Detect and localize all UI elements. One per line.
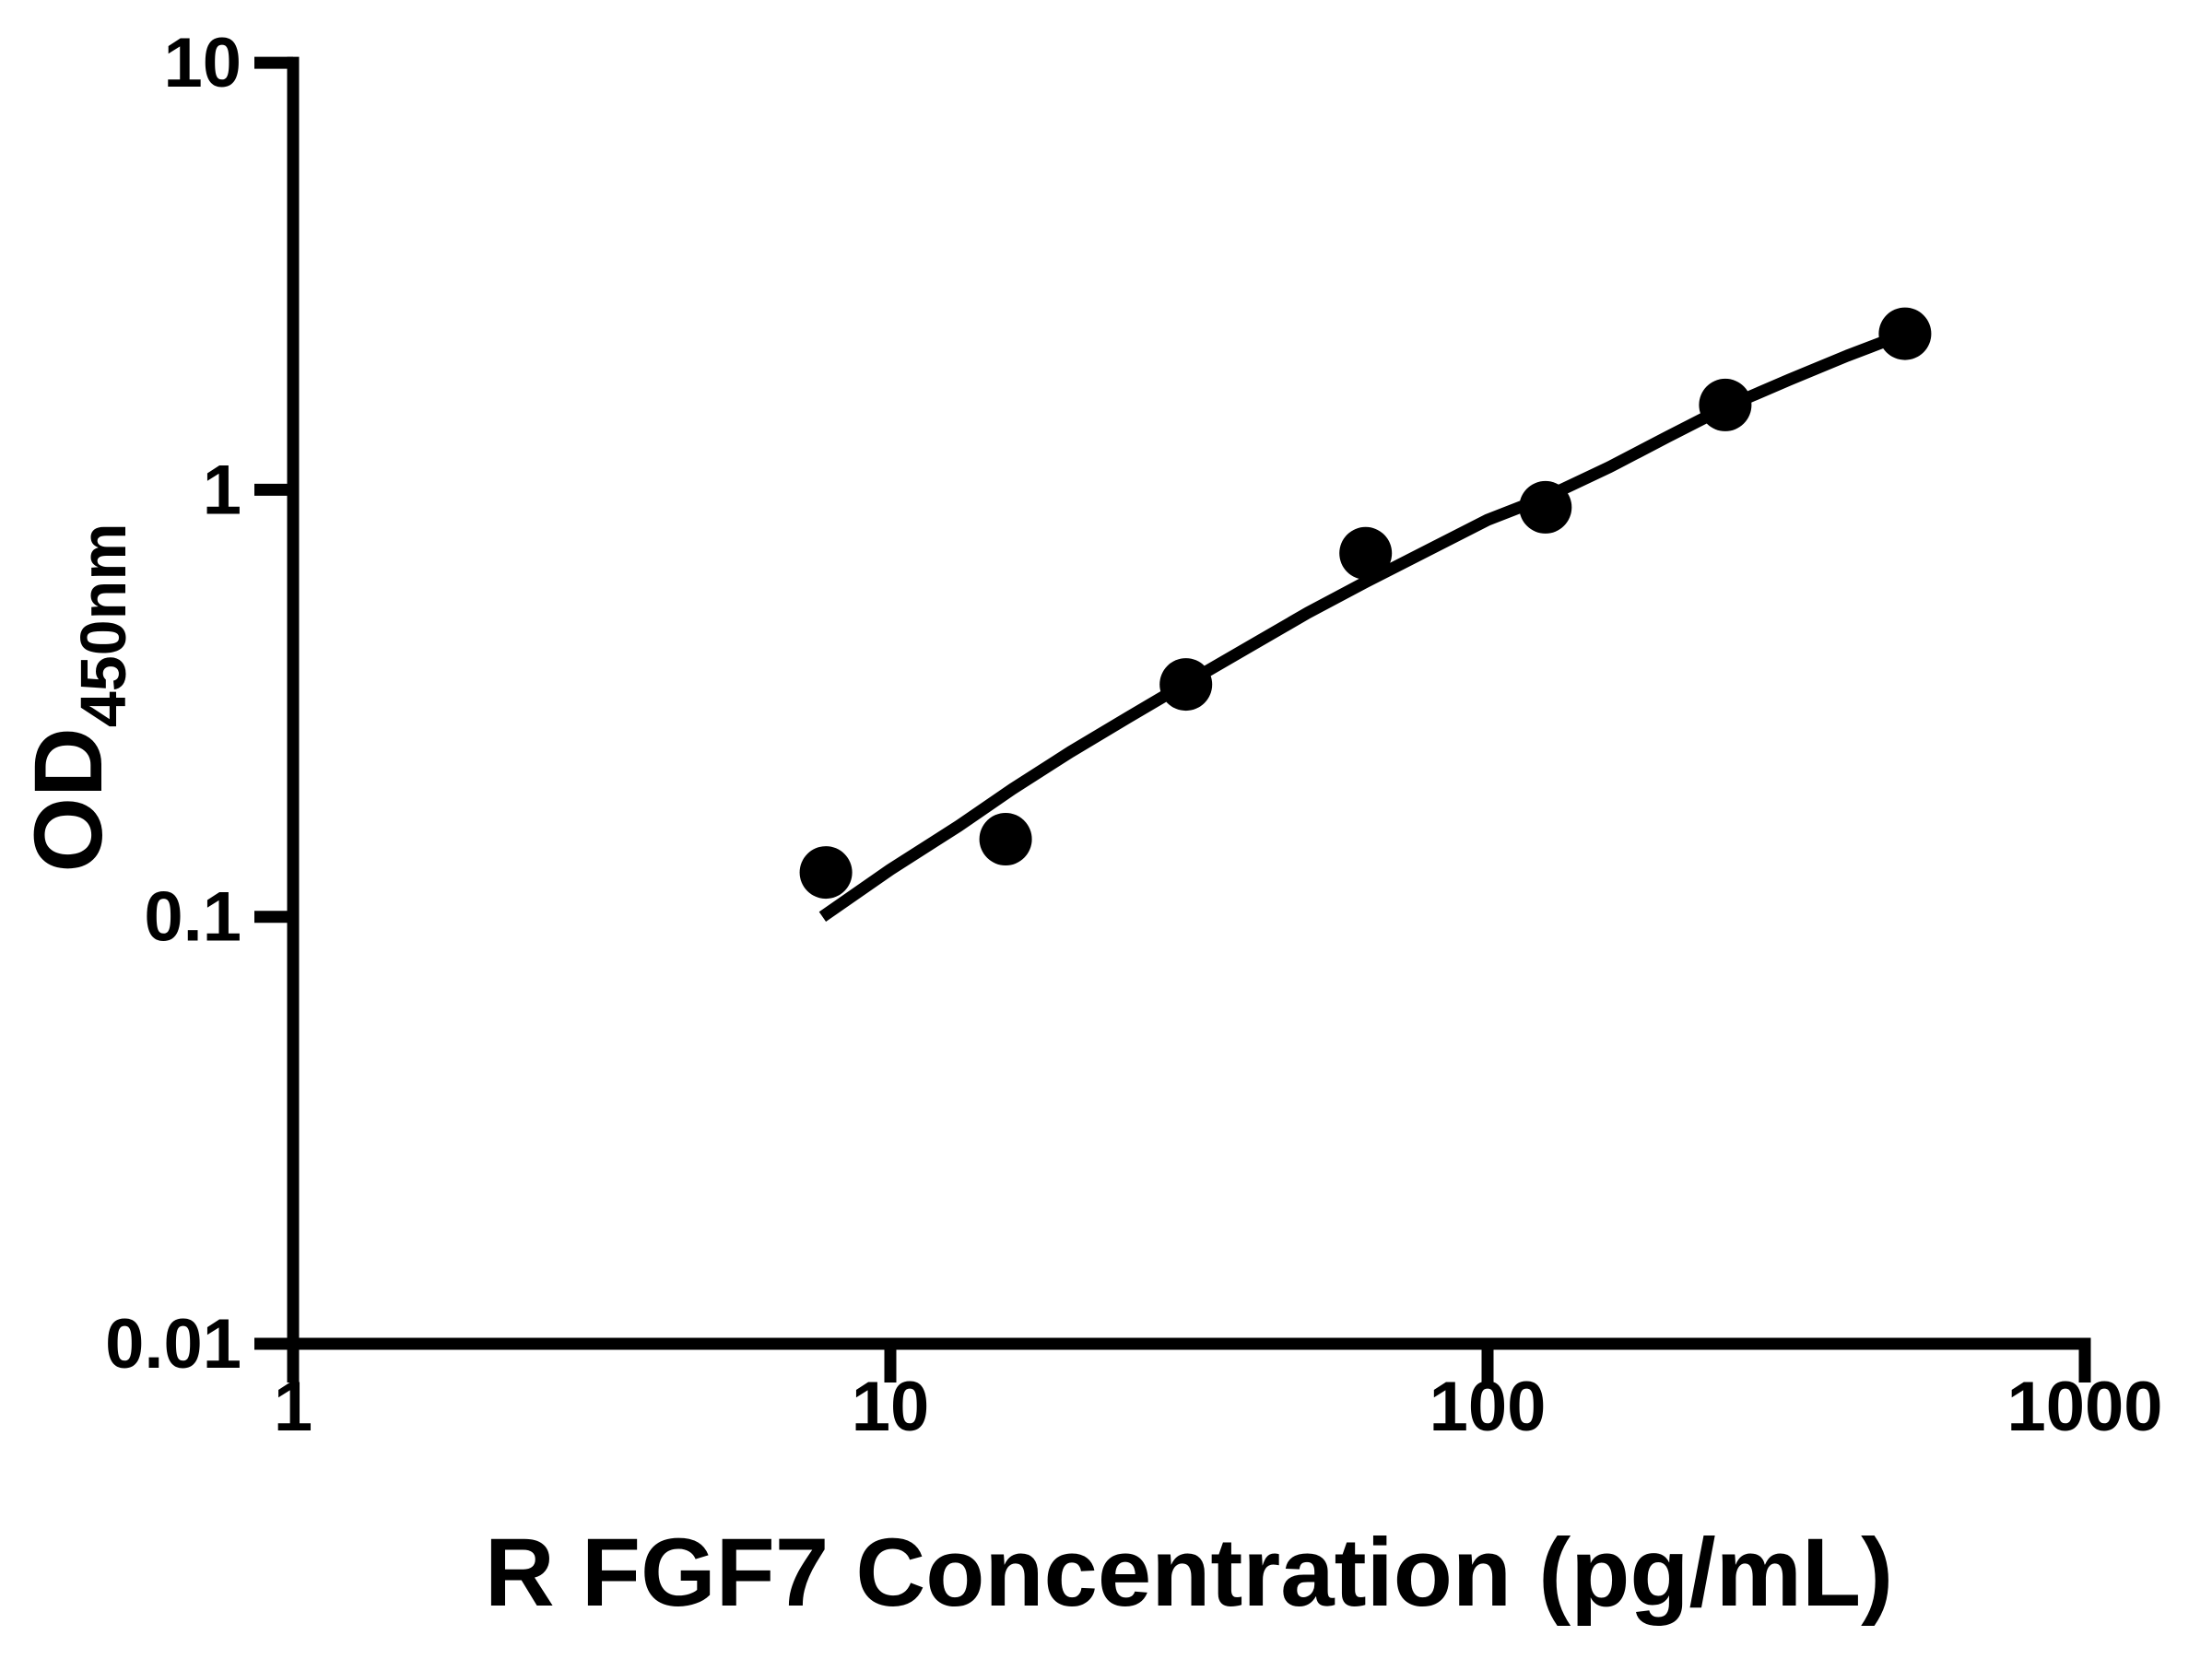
axes [287,56,2091,1350]
axis-ticks: 1 10 100 1000 0.01 0.1 1 10 [105,24,2162,1446]
y-axis-title-main: OD [15,727,123,873]
x-tick-label: 1 [274,1368,312,1446]
y-tick-label: 10 [163,24,241,102]
y-tick-label: 1 [203,451,241,529]
data-point [1878,307,1932,360]
data-point [1159,658,1213,712]
data-point [799,846,853,900]
x-tick-label: 1000 [2006,1368,2162,1446]
data-point [1339,526,1393,580]
data-point [1699,378,1752,431]
y-axis-title-subscript: 450nm [67,523,139,727]
plot-area [799,307,1932,923]
y-axis-title: OD450nm [15,523,139,872]
y-tick-label: 0.01 [105,1305,241,1383]
x-tick-label: 10 [852,1368,930,1446]
data-point [1519,480,1572,534]
data-point [979,813,1032,865]
x-axis-title: R FGF7 Concentration (pg/mL) [485,1519,1893,1627]
x-tick-label: 100 [1430,1368,1547,1446]
y-tick-label: 0.1 [144,878,241,957]
